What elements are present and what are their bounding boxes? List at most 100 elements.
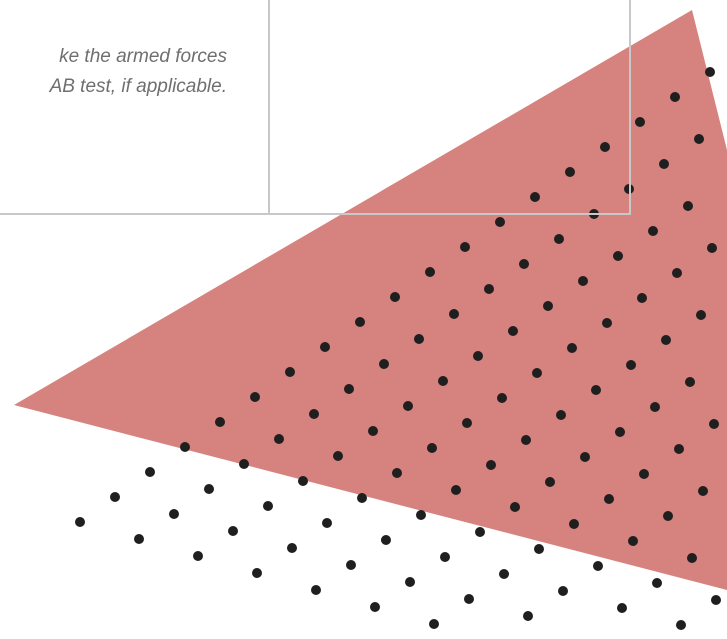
- pattern-dot: [193, 551, 203, 561]
- pattern-dot: [705, 67, 715, 77]
- pattern-dot: [145, 467, 155, 477]
- pattern-dot: [462, 418, 472, 428]
- pattern-dot: [578, 276, 588, 286]
- pattern-dot: [425, 267, 435, 277]
- pattern-dot: [615, 427, 625, 437]
- pattern-dot: [545, 477, 555, 487]
- pattern-dot: [497, 393, 507, 403]
- pattern-dot: [628, 536, 638, 546]
- pattern-dot: [650, 402, 660, 412]
- pattern-dot: [414, 334, 424, 344]
- pattern-dot: [346, 560, 356, 570]
- pattern-dot: [357, 493, 367, 503]
- pattern-dot: [543, 301, 553, 311]
- pattern-dot: [287, 543, 297, 553]
- pattern-dot: [602, 318, 612, 328]
- frame-divider: [268, 0, 270, 215]
- pattern-dot: [215, 417, 225, 427]
- pattern-dot: [600, 142, 610, 152]
- pattern-dot: [558, 586, 568, 596]
- pattern-dot: [464, 594, 474, 604]
- text-line-2: AB test, if applicable.: [49, 76, 227, 97]
- pattern-dot: [617, 603, 627, 613]
- pattern-dot: [427, 443, 437, 453]
- pattern-dot: [274, 434, 284, 444]
- pattern-dot: [685, 377, 695, 387]
- pattern-dot: [180, 442, 190, 452]
- pattern-dot: [648, 226, 658, 236]
- pattern-dot: [683, 201, 693, 211]
- pattern-dot: [554, 234, 564, 244]
- pattern-dot: [333, 451, 343, 461]
- pattern-dot: [495, 217, 505, 227]
- pattern-dot: [370, 602, 380, 612]
- pattern-dot: [569, 519, 579, 529]
- pattern-dot: [484, 284, 494, 294]
- pink-triangle-shape: [14, 10, 727, 590]
- pattern-dot: [591, 385, 601, 395]
- pattern-dot: [429, 619, 439, 629]
- pattern-dot: [580, 452, 590, 462]
- pattern-dot: [635, 117, 645, 127]
- pattern-dot: [475, 527, 485, 537]
- pattern-dot: [698, 486, 708, 496]
- pattern-dot: [451, 485, 461, 495]
- text-line-1: ke the armed forces: [59, 46, 227, 67]
- dot-pattern: [75, 67, 721, 630]
- pattern-dot: [652, 578, 662, 588]
- pattern-dot: [672, 268, 682, 278]
- pattern-dot: [320, 342, 330, 352]
- pattern-dot: [687, 553, 697, 563]
- pattern-dot: [530, 192, 540, 202]
- pattern-dot: [510, 502, 520, 512]
- pattern-dot: [637, 293, 647, 303]
- cropped-text-block: ke the armed forces AB test, if applicab…: [50, 42, 227, 102]
- pattern-dot: [75, 517, 85, 527]
- text-frame: [0, 0, 631, 215]
- pattern-dot: [663, 511, 673, 521]
- pattern-dot: [486, 460, 496, 470]
- pattern-dot: [499, 569, 509, 579]
- pattern-dot: [696, 310, 706, 320]
- pattern-dot: [403, 401, 413, 411]
- pattern-dot: [567, 343, 577, 353]
- pattern-dot: [676, 620, 686, 630]
- pattern-dot: [379, 359, 389, 369]
- pattern-dot: [519, 259, 529, 269]
- pattern-dot: [449, 309, 459, 319]
- pattern-dot: [250, 392, 260, 402]
- pattern-dot: [309, 409, 319, 419]
- pattern-dot: [473, 351, 483, 361]
- pattern-dot: [390, 292, 400, 302]
- pattern-dot: [604, 494, 614, 504]
- pattern-dot: [285, 367, 295, 377]
- pattern-dot: [311, 585, 321, 595]
- pattern-dot: [438, 376, 448, 386]
- pattern-dot: [661, 335, 671, 345]
- pattern-dot: [521, 435, 531, 445]
- pattern-dot: [711, 595, 721, 605]
- pattern-dot: [659, 159, 669, 169]
- pattern-dot: [239, 459, 249, 469]
- pattern-dot: [322, 518, 332, 528]
- pattern-dot: [674, 444, 684, 454]
- pattern-dot: [169, 509, 179, 519]
- pattern-dot: [707, 243, 717, 253]
- pattern-dot: [565, 167, 575, 177]
- pattern-dot: [355, 317, 365, 327]
- pattern-dot: [460, 242, 470, 252]
- pattern-dot: [263, 501, 273, 511]
- pattern-dot: [709, 419, 719, 429]
- pattern-dot: [534, 544, 544, 554]
- pattern-dot: [532, 368, 542, 378]
- pattern-dot: [613, 251, 623, 261]
- pattern-dot: [204, 484, 214, 494]
- pattern-dot: [416, 510, 426, 520]
- pattern-dot: [134, 534, 144, 544]
- pattern-dot: [405, 577, 415, 587]
- pattern-dot: [556, 410, 566, 420]
- pattern-dot: [298, 476, 308, 486]
- pattern-dot: [252, 568, 262, 578]
